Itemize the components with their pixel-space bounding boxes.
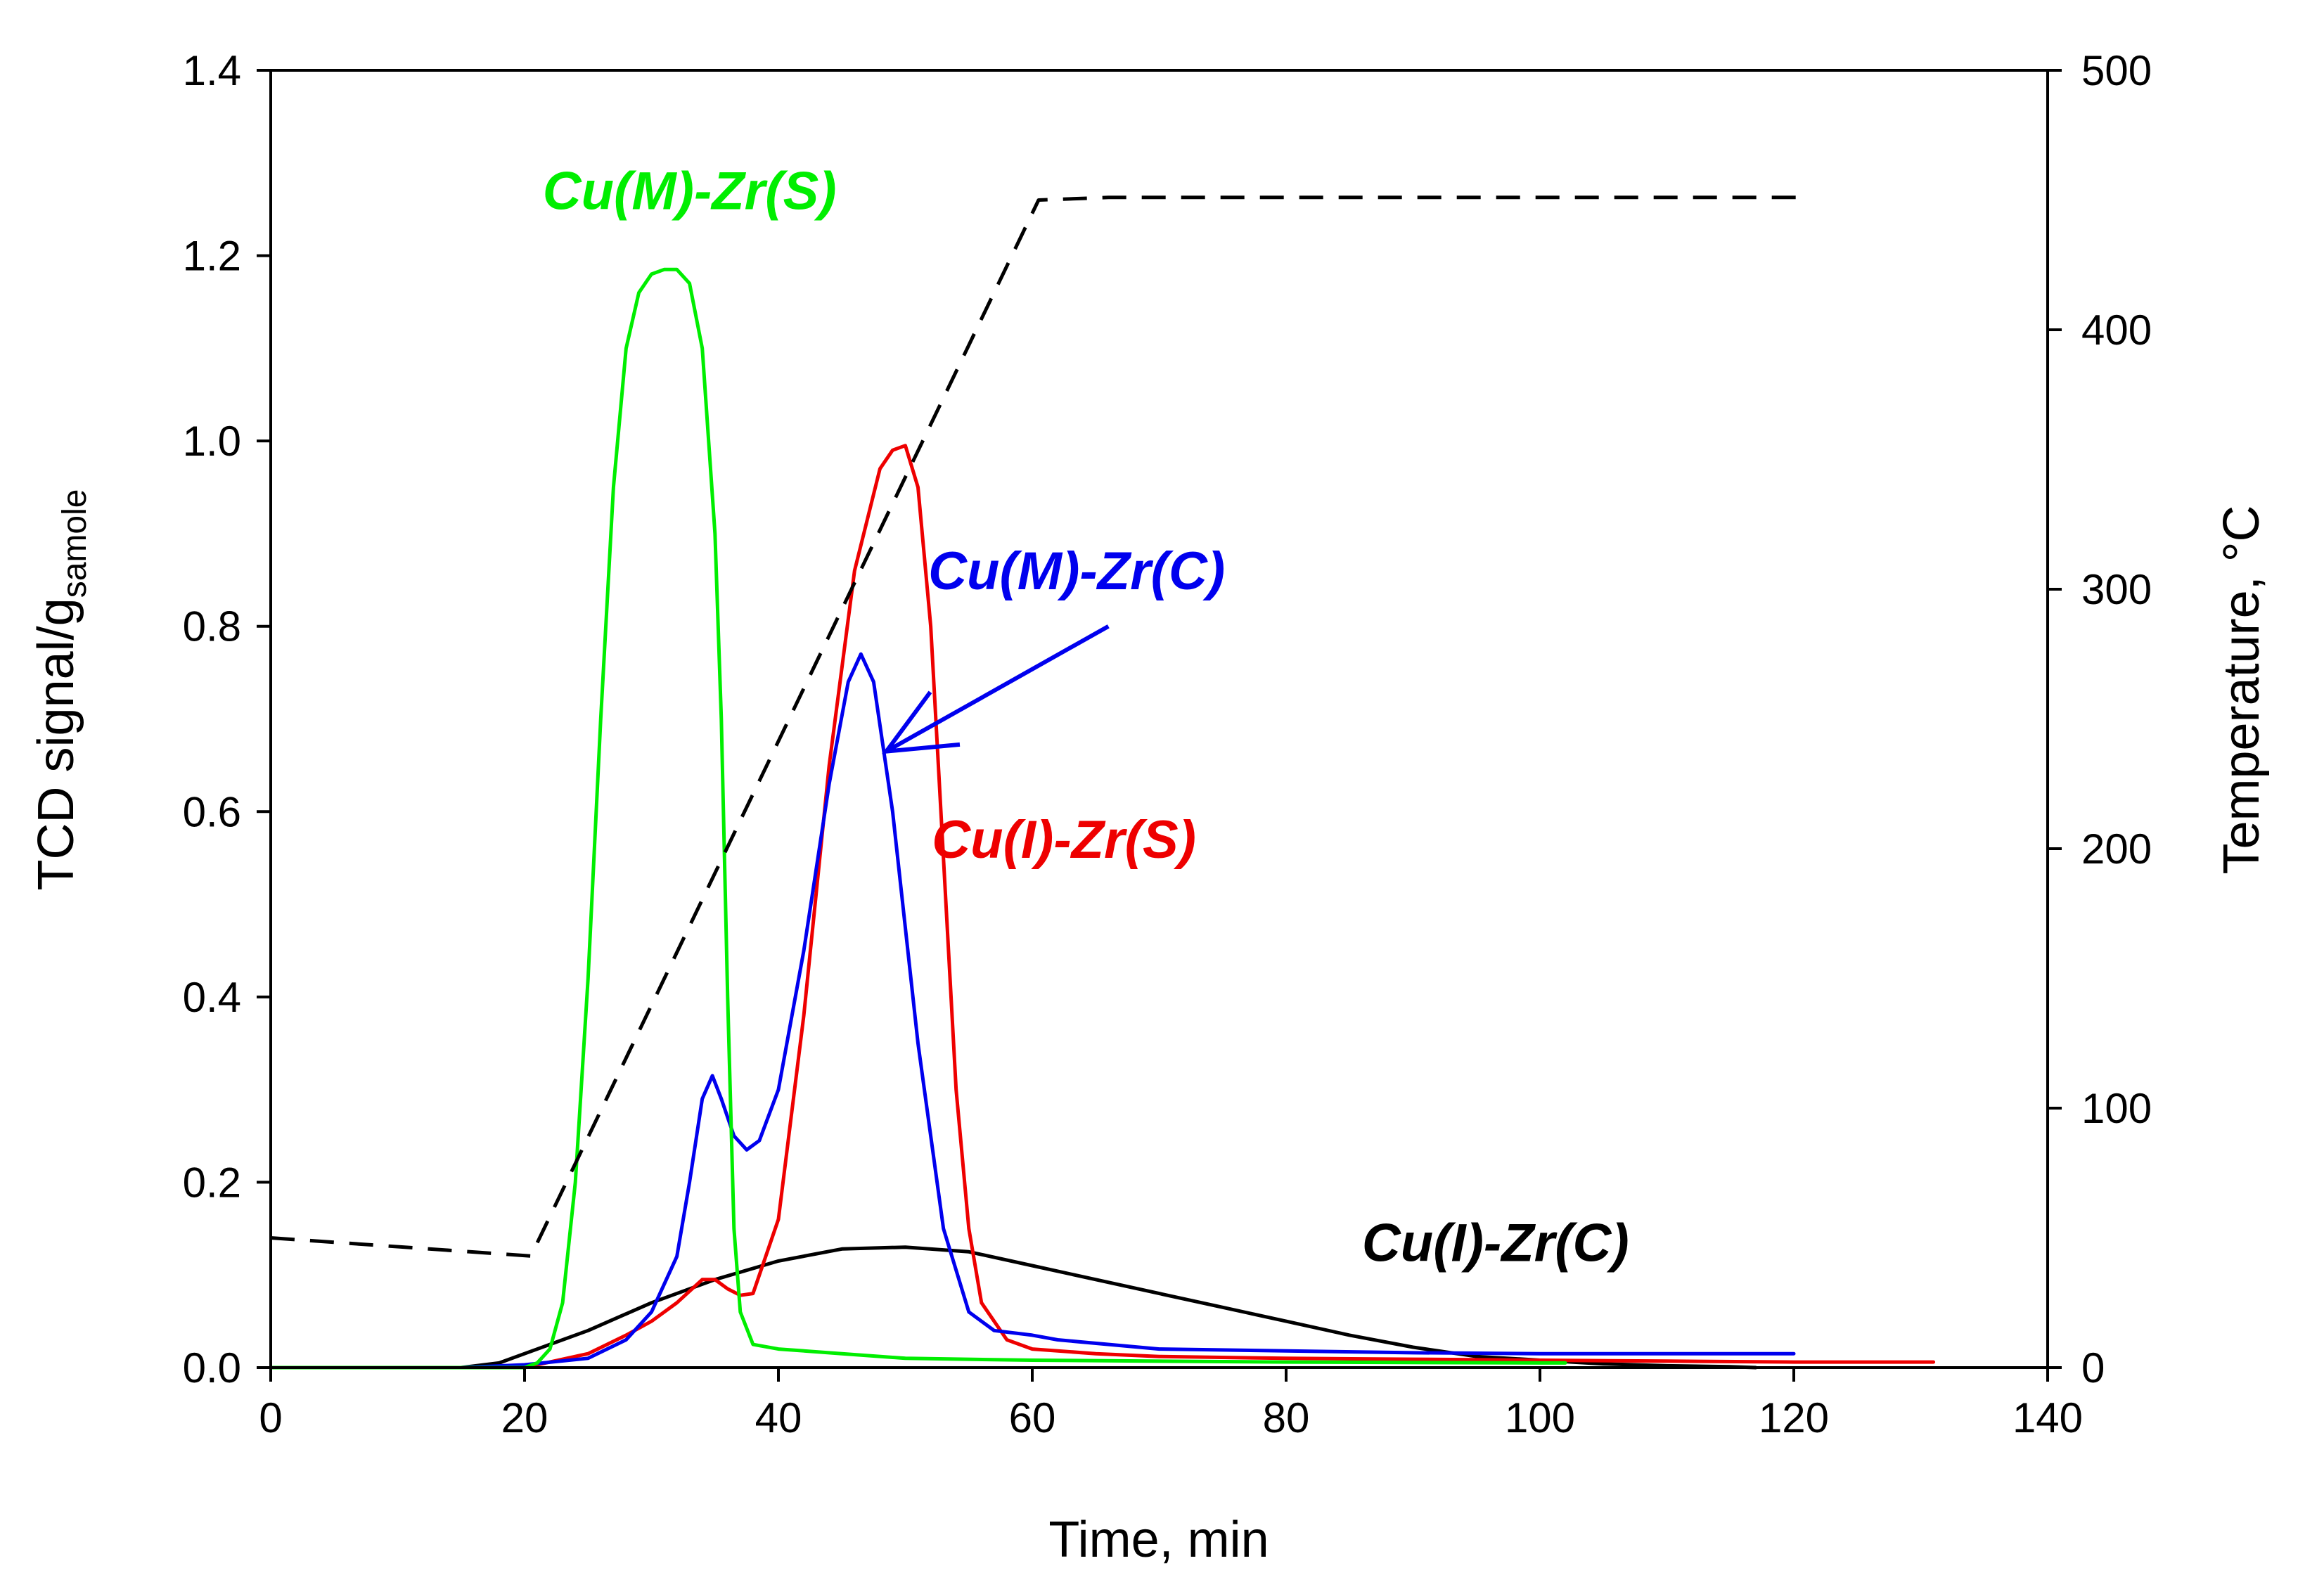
y-axis-title-main: TCD signal/g [28,598,84,890]
x-tick-label: 60 [1009,1394,1056,1441]
y-axis-left: 0.0 0.2 0.4 0.6 0.8 1.0 1.2 1.4 [183,47,271,1391]
x-tick-label: 20 [501,1394,548,1441]
x-tick-label: 80 [1263,1394,1310,1441]
x-tick-label: 40 [755,1394,802,1441]
x-tick-label: 140 [2012,1394,2083,1441]
y-tick-label: 0.6 [183,788,241,835]
annotation-label-cu-m-zr-c: Cu(M)-Zr(C) [928,541,1225,601]
plot-frame [269,69,2049,1369]
y-tick-label: 1.0 [183,418,241,465]
y2-tick-label: 200 [2081,825,2152,873]
x-tick-label: 100 [1505,1394,1575,1441]
annotation-label-cu-i-zr-c: Cu(I)-Zr(C) [1362,1213,1629,1273]
series-line-temperature [270,195,1800,1258]
annotation-arrow-head [882,690,961,754]
x-axis-title: Time, min [1048,1512,1269,1568]
annotation-label-cu-i-zr-s: Cu(I)-Zr(S) [932,810,1196,870]
y2-tick-label: 0 [2081,1344,2105,1391]
annotations: Cu(M)-Zr(S) Cu(M)-Zr(C) Cu(I)-Zr(S) Cu(I)-Z… [543,162,1629,1273]
series-line-cu-m-zr-s [269,267,1567,1370]
x-tick-label: 0 [259,1394,282,1441]
y-tick-label: 0.8 [183,603,241,650]
y-axis-right: 0 100 200 300 400 500 [2048,47,2152,1391]
y2-axis-title: Temperature, °C [2214,506,2270,875]
y2-tick-label: 300 [2081,566,2152,613]
y-tick-label: 0.0 [183,1344,241,1391]
annotation-arrow-shaft [885,624,1110,754]
y-tick-label: 0.4 [183,974,241,1021]
y2-tick-label: 400 [2081,307,2152,354]
series-line-cu-m-zr-c [269,652,1796,1370]
y2-tick-label: 100 [2081,1085,2152,1132]
x-axis: 0 20 40 60 80 100 120 140 [259,1368,2083,1441]
y-tick-label: 1.2 [183,233,241,280]
y2-tick-label: 500 [2081,47,2152,94]
x-tick-label: 120 [1759,1394,1829,1441]
plot-area [269,195,1936,1370]
y-axis-title-subscript: samole [56,489,94,598]
y-axis-title: TCD signal/gsamole [28,489,94,891]
series-line-cu-i-zr-s [269,444,1936,1370]
annotation-label-cu-m-zr-s: Cu(M)-Zr(S) [543,162,837,221]
y-tick-label: 0.2 [183,1159,241,1206]
y-tick-label: 1.4 [183,47,241,94]
